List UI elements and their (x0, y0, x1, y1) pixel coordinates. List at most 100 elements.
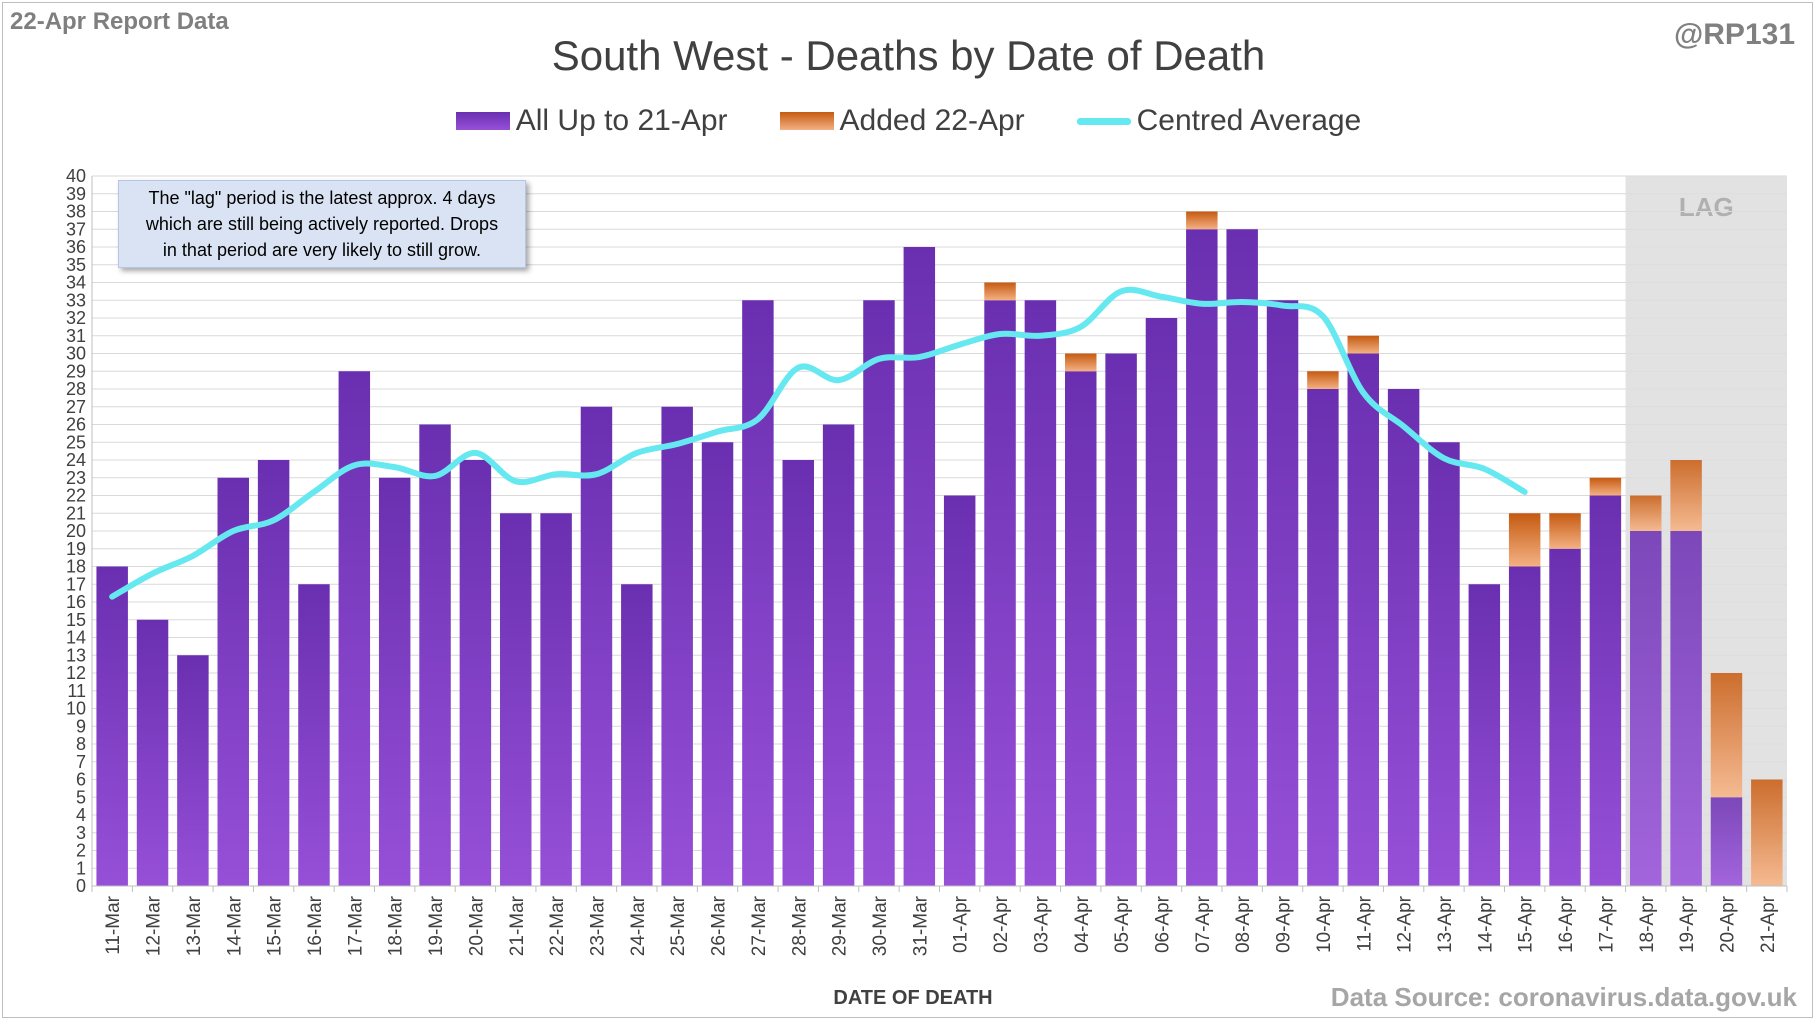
y-tick-label: 18 (66, 557, 86, 577)
x-tick-label: 20-Mar (466, 895, 487, 956)
bar-added (1065, 353, 1097, 372)
bar-base (419, 424, 451, 886)
x-tick-label: 14-Apr (1475, 895, 1496, 953)
x-tick-label: 30-Mar (870, 895, 891, 956)
y-tick-label: 32 (66, 308, 86, 328)
bar-added (1186, 211, 1218, 230)
y-tick-label: 22 (66, 486, 86, 506)
bar-base (822, 424, 855, 886)
x-tick-label: 13-Mar (184, 895, 205, 956)
bar-added (1549, 513, 1581, 549)
x-tick-label: 28-Mar (789, 895, 810, 956)
legend-label-base: All Up to 21-Apr (515, 104, 728, 137)
bar-added (1670, 460, 1702, 531)
bar-base (1065, 371, 1097, 886)
x-tick-label: 15-Mar (265, 895, 286, 956)
bar-base (96, 566, 128, 886)
bar-base (1387, 389, 1420, 886)
bar-base (1186, 229, 1218, 886)
bar-added (1307, 371, 1339, 389)
legend-swatch-average (1076, 117, 1131, 125)
y-tick-label: 27 (66, 397, 86, 417)
y-tick-label: 20 (66, 521, 86, 541)
x-tick-label: 11-Apr (1354, 895, 1375, 951)
bar-base (1549, 548, 1581, 886)
report-label: 22-Apr Report Data (10, 8, 229, 35)
bar-base (580, 406, 613, 886)
y-tick-label: 25 (66, 432, 86, 452)
x-tick-label: 11-Mar (103, 895, 124, 954)
author-handle: @RP131 (1674, 18, 1795, 51)
x-tick-label: 17-Mar (345, 895, 366, 956)
lag-overlay (1625, 176, 1787, 886)
lag-note-line-2: which are still being actively reported.… (145, 214, 499, 234)
bar-base (1226, 229, 1258, 886)
x-tick-label: 29-Mar (830, 895, 851, 956)
bar-added (1589, 477, 1622, 496)
bar-base (621, 584, 653, 886)
x-tick-label: 07-Apr (1193, 895, 1214, 953)
average-line-path (109, 286, 1528, 600)
y-tick-label: 37 (66, 219, 86, 239)
bar-added (1347, 335, 1379, 354)
bar-base (782, 460, 814, 886)
y-tick-label: 16 (66, 592, 86, 612)
bar-base (459, 460, 492, 886)
x-tick-label: 08-Apr (1233, 895, 1254, 953)
lag-note-line-1: The "lag" period is the latest approx. 4… (148, 188, 496, 208)
x-tick-label: 31-Mar (910, 895, 931, 956)
x-tick-label: 19-Apr (1677, 895, 1698, 953)
bar-base (540, 513, 572, 886)
lag-label: LAG (1679, 192, 1734, 222)
x-tick-label: 21-Mar (507, 895, 528, 956)
y-tick-label: 9 (76, 716, 86, 736)
x-tick-label: 26-Mar (709, 895, 730, 956)
y-tick-label: 4 (76, 805, 86, 825)
bar-base (903, 247, 936, 886)
bar-base (1266, 300, 1299, 886)
bar-base (1347, 353, 1379, 886)
bars (96, 176, 1787, 886)
chart-title: South West - Deaths by Date of Death (551, 32, 1266, 79)
y-tick-label: 40 (66, 166, 86, 186)
x-tick-label: 16-Apr (1556, 895, 1577, 953)
bar-base (500, 513, 532, 886)
x-axis-title: DATE OF DEATH (833, 987, 992, 1009)
bar-base (1589, 495, 1622, 886)
y-tick-label: 10 (66, 699, 86, 719)
bar-base (1630, 531, 1662, 886)
bar-base (863, 300, 895, 886)
y-tick-label: 7 (76, 752, 86, 772)
x-tick-label: 14-Mar (224, 895, 245, 956)
bar-added (984, 282, 1016, 301)
y-tick-label: 6 (76, 770, 86, 790)
y-tick-label: 34 (66, 273, 86, 293)
y-tick-label: 21 (66, 503, 86, 523)
bar-base (177, 655, 209, 886)
x-tick-label: 03-Apr (1031, 895, 1052, 953)
x-tick-label: 22-Mar (547, 895, 568, 956)
bar-base (1710, 797, 1743, 886)
bar-base (1024, 300, 1057, 886)
average-line (109, 286, 1528, 600)
legend-label-average: Centred Average (1136, 104, 1362, 137)
y-tick-label: 5 (76, 787, 86, 807)
bar-base (136, 619, 169, 886)
y-tick-label: 15 (66, 610, 86, 630)
lag-note: The "lag" period is the latest approx. 4… (118, 180, 526, 268)
x-tick-label: 16-Mar (305, 895, 326, 956)
y-tick-label: 36 (66, 237, 86, 257)
bar-base (661, 406, 693, 886)
legend-label-added: Added 22-Apr (839, 104, 1025, 137)
bar-added (1710, 673, 1743, 798)
data-source: Data Source: coronavirus.data.gov.uk (1330, 982, 1797, 1012)
bar-base (1428, 442, 1460, 886)
bar-base (1508, 566, 1541, 886)
x-tick-label: 12-Apr (1395, 895, 1416, 953)
x-tick-label: 10-Apr (1314, 895, 1335, 953)
bar-base (298, 584, 330, 886)
x-tick-label: 19-Mar (426, 895, 447, 956)
y-tick-label: 2 (76, 841, 86, 861)
